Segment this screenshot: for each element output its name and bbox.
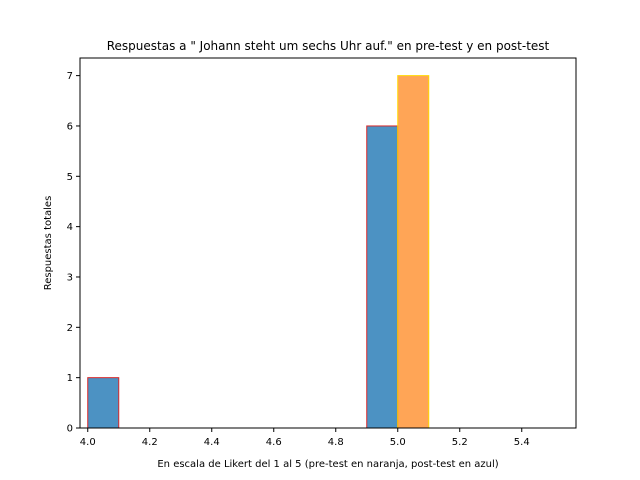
- x-tick-label: 5.4: [514, 437, 530, 448]
- x-tick-label: 5.2: [452, 437, 468, 448]
- bar-post-test-2: [366, 125, 399, 429]
- y-tick-label: 5: [67, 172, 73, 183]
- bar-post-test-0: [87, 377, 120, 429]
- y-tick-label: 2: [67, 323, 73, 334]
- x-tick-label: 4.6: [266, 437, 282, 448]
- y-tick-label: 7: [67, 71, 73, 82]
- x-tick-label: 5.0: [390, 437, 406, 448]
- y-tick-label: 6: [67, 121, 73, 132]
- bar-pre-test-0: [397, 75, 430, 429]
- axes-frame: [79, 57, 577, 429]
- y-tick-label: 4: [67, 222, 73, 233]
- x-tick-label: 4.0: [80, 437, 96, 448]
- plot-area: [87, 75, 430, 429]
- x-tick-label: 4.8: [328, 437, 344, 448]
- x-tick-label: 4.4: [204, 437, 220, 448]
- y-tick-label: 3: [67, 272, 73, 283]
- y-axis-label: Respuestas totales: [43, 196, 54, 291]
- y-tick-label: 0: [67, 424, 73, 435]
- x-axis-label: En escala de Likert del 1 al 5 (pre-test…: [157, 459, 498, 470]
- y-axis: 0 1 2 3 4 5 6 7: [67, 71, 80, 435]
- x-axis: 4.0 4.2 4.4 4.6 4.8 5.0 5.2 5.4: [80, 428, 530, 448]
- x-tick-label: 4.2: [142, 437, 158, 448]
- chart-title: Respuestas a " Johann steht um sechs Uhr…: [107, 39, 550, 53]
- y-tick-label: 1: [67, 373, 73, 384]
